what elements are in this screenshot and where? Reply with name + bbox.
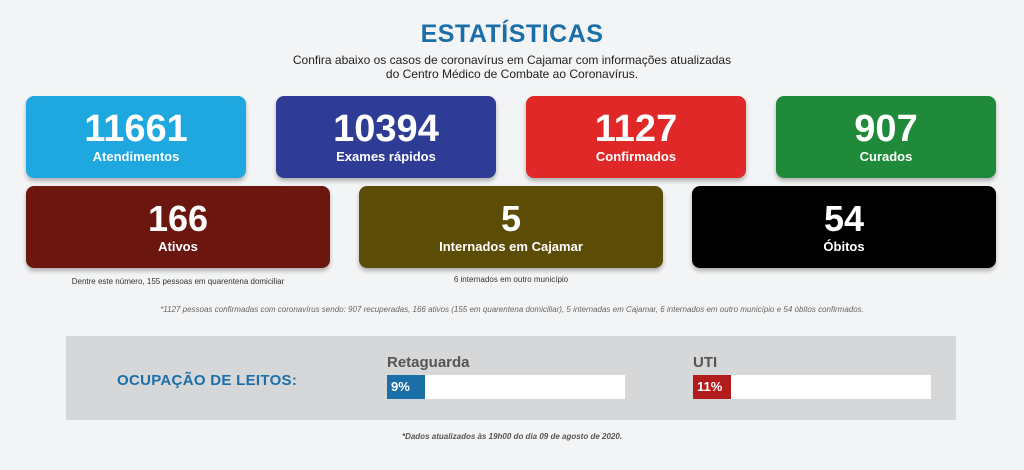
- page-title: ESTATÍSTICAS: [420, 20, 604, 48]
- stat-card-atendimentos: 11661 Atendimentos: [26, 96, 246, 178]
- uti-bar: 11%: [693, 375, 931, 399]
- footnote: *1127 pessoas confirmadas com coronavíru…: [160, 305, 864, 314]
- leitos-panel: OCUPAÇÃO DE LEITOS: Retaguarda 9% UTI 11…: [66, 336, 956, 420]
- uti-bar-fill: 11%: [693, 375, 732, 399]
- updated-note: *Dados atualizados às 19h00 do dia 09 de…: [401, 432, 623, 441]
- stat-card-obitos: 54 Óbitos: [692, 186, 996, 268]
- retaguarda-bar-fill: 9%: [387, 375, 426, 399]
- stat-label: Curados: [859, 149, 913, 164]
- retaguarda-percent: 9%: [391, 379, 410, 394]
- stat-card-curados: 907 Curados: [776, 96, 996, 178]
- page-subtitle: Confira abaixo os casos de coronavírus e…: [0, 53, 1024, 81]
- ativos-note: Dentre este número, 155 pessoas em quare…: [71, 277, 285, 286]
- stat-value: 11661: [84, 108, 188, 150]
- stat-label: Confirmados: [595, 149, 677, 164]
- stat-card-confirmados: 1127 Confirmados: [526, 96, 746, 178]
- stat-label: Óbitos: [823, 239, 865, 254]
- stat-value: 907: [854, 108, 918, 150]
- stat-label: Ativos: [158, 239, 198, 254]
- subtitle-line-1: Confira abaixo os casos de coronavírus e…: [292, 53, 732, 67]
- uti-label: UTI: [693, 354, 718, 371]
- stat-card-exames: 10394 Exames rápidos: [276, 96, 496, 178]
- internados-note: 6 internados em outro município: [453, 275, 569, 284]
- leitos-title: OCUPAÇÃO DE LEITOS:: [117, 372, 298, 389]
- retaguarda-label: Retaguarda: [387, 354, 470, 371]
- stat-card-internados: 5 Internados em Cajamar: [359, 186, 663, 268]
- stat-card-ativos: 166 Ativos: [26, 186, 330, 268]
- stat-value: 10394: [333, 108, 439, 150]
- uti-percent: 11%: [697, 379, 723, 394]
- stat-value: 5: [500, 198, 522, 239]
- stat-label: Exames rápidos: [336, 149, 436, 164]
- stat-value: 54: [823, 198, 865, 239]
- stat-value: 166: [147, 198, 209, 239]
- retaguarda-bar: 9%: [387, 375, 625, 399]
- subtitle-line-2: do Centro Médico de Combate ao Coronavír…: [385, 67, 639, 81]
- stat-value: 1127: [594, 108, 678, 150]
- stat-label: Atendimentos: [92, 149, 180, 164]
- stat-label: Internados em Cajamar: [439, 239, 583, 254]
